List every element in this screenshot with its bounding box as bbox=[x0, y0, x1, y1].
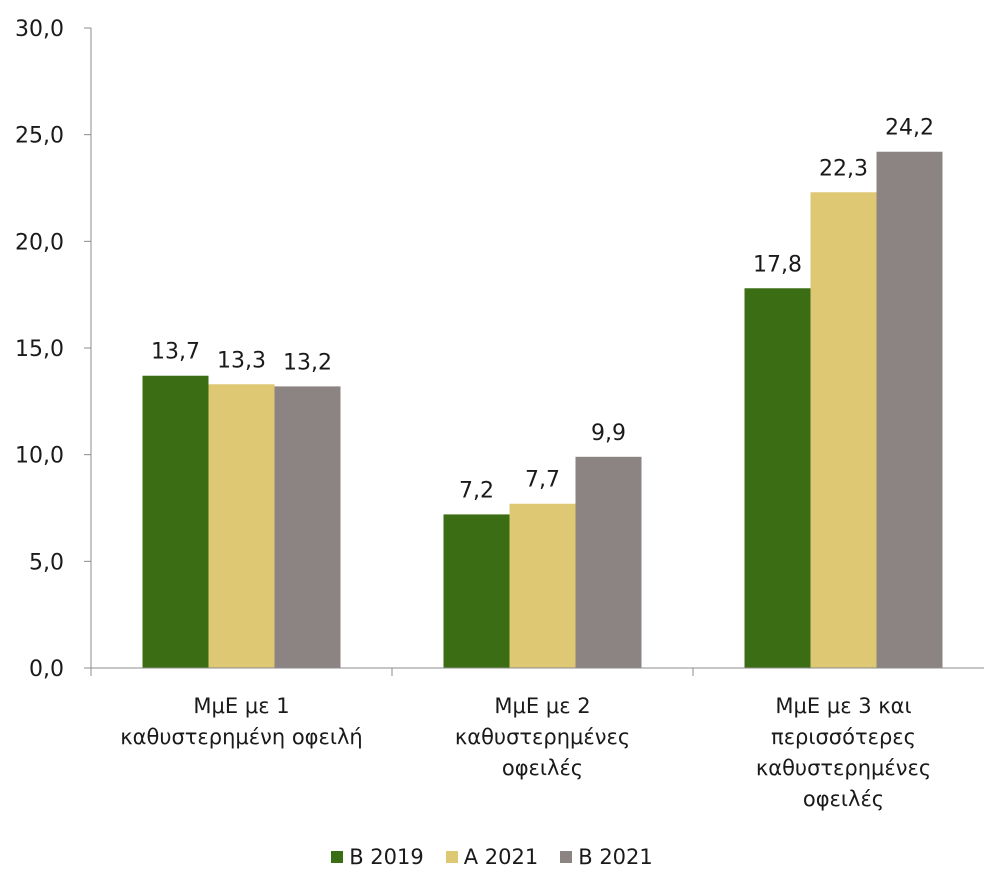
y-tick-label: 15,0 bbox=[15, 337, 64, 362]
legend-item-series-3: Β 2021 bbox=[560, 845, 653, 869]
bars: 13,7 13,3 13,2 7,2 7,7 9,9 17,8 22,3 24,2 bbox=[142, 116, 943, 668]
data-label: 13,3 bbox=[217, 348, 266, 373]
legend-item-series-1: Β 2019 bbox=[331, 845, 424, 869]
legend-label-series-2: Α 2021 bbox=[463, 845, 539, 869]
data-label: 22,3 bbox=[819, 156, 868, 181]
data-label: 13,2 bbox=[283, 350, 332, 375]
bar bbox=[208, 384, 275, 668]
y-tick-label: 25,0 bbox=[15, 124, 64, 149]
data-label: 24,2 bbox=[885, 116, 934, 141]
x-axis: ΜμΕ με 1 καθυστερημένη οφειλή ΜμΕ με 2 καθυ… bbox=[90, 667, 984, 811]
x-category-label: ΜμΕ με 1 καθυστερημένη οφειλή bbox=[120, 694, 362, 749]
y-tick-label: 10,0 bbox=[15, 444, 64, 469]
legend-swatch-series-3 bbox=[560, 851, 573, 863]
data-label: 7,7 bbox=[525, 468, 560, 493]
y-tick-label: 5,0 bbox=[29, 550, 64, 575]
legend-swatch-series-1 bbox=[331, 851, 344, 863]
bar bbox=[443, 514, 510, 668]
legend-swatch-series-2 bbox=[445, 851, 458, 863]
legend: Β 2019 Α 2021 Β 2021 bbox=[0, 845, 984, 869]
bar bbox=[509, 503, 576, 668]
data-label: 17,8 bbox=[753, 252, 802, 277]
legend-label-series-3: Β 2021 bbox=[578, 845, 653, 869]
y-tick-label: 20,0 bbox=[15, 230, 64, 255]
bar-chart: 0,0 5,0 10,0 15,0 20,0 25,0 30,0 13,7 13,3 13,2 7… bbox=[15, 17, 984, 811]
bar bbox=[744, 288, 811, 668]
bar bbox=[142, 375, 209, 668]
bar bbox=[876, 151, 943, 668]
y-axis: 0,0 5,0 10,0 15,0 20,0 25,0 30,0 bbox=[15, 17, 92, 682]
legend-label-series-1: Β 2019 bbox=[349, 845, 424, 869]
data-label: 9,9 bbox=[591, 421, 626, 446]
data-label: 13,7 bbox=[151, 340, 200, 365]
legend-item-series-2: Α 2021 bbox=[445, 845, 539, 869]
bar bbox=[810, 192, 877, 668]
x-category-label: ΜμΕ με 2 καθυστερημένες οφειλές bbox=[455, 694, 630, 780]
bar bbox=[274, 386, 341, 668]
y-tick-label: 30,0 bbox=[15, 17, 64, 42]
data-label: 7,2 bbox=[459, 478, 494, 503]
bar bbox=[575, 456, 642, 668]
x-category-label: ΜμΕ με 3 και περισσότερες καθυστερημένες οφ… bbox=[756, 694, 931, 811]
y-tick-label: 0,0 bbox=[29, 657, 64, 682]
